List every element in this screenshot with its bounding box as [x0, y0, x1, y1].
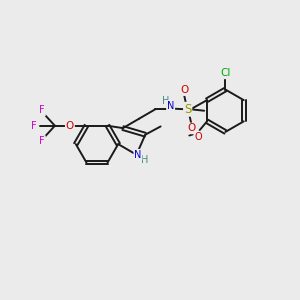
Text: H: H — [141, 155, 148, 165]
Text: S: S — [184, 103, 191, 116]
Text: F: F — [32, 121, 37, 131]
Text: O: O — [66, 121, 74, 131]
Text: O: O — [194, 132, 202, 142]
Text: Cl: Cl — [220, 68, 231, 78]
Text: O: O — [180, 85, 188, 95]
Text: N: N — [134, 150, 142, 160]
Text: F: F — [39, 136, 45, 146]
Text: O: O — [187, 123, 195, 134]
Text: F: F — [39, 105, 45, 116]
Text: H: H — [162, 96, 169, 106]
Text: N: N — [167, 101, 174, 111]
